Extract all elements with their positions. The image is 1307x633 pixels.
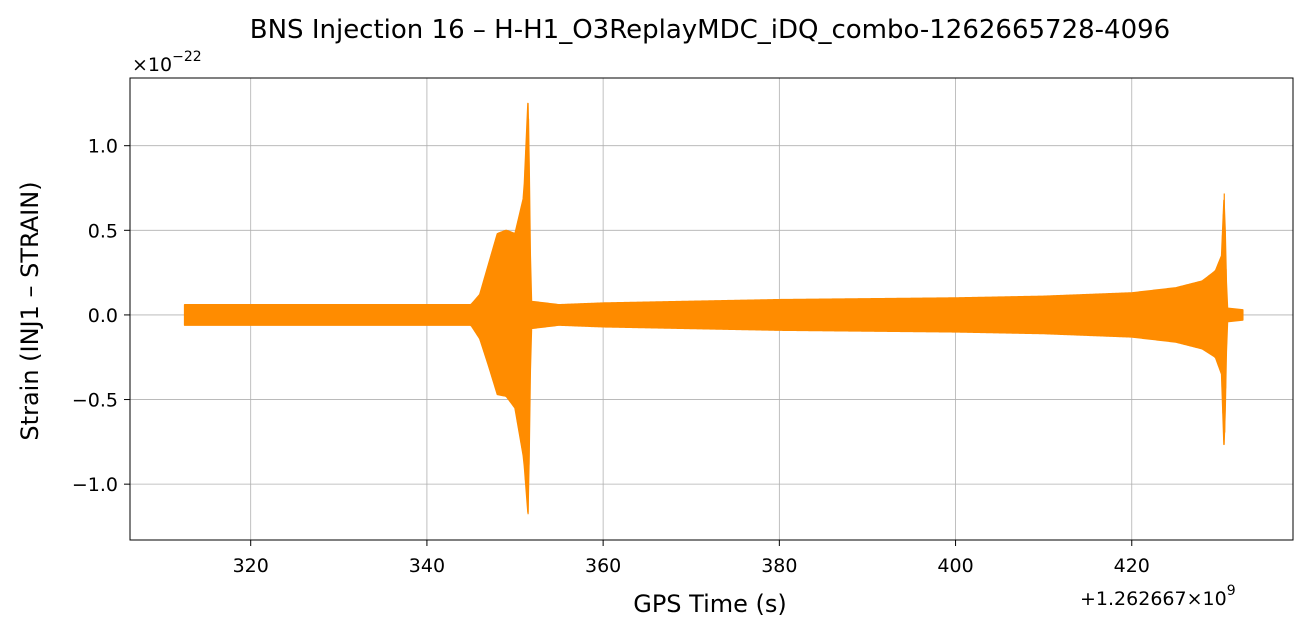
x-tick-label: 340 bbox=[409, 555, 445, 577]
x-tick-label: 320 bbox=[233, 555, 269, 577]
x-tick-label: 420 bbox=[1114, 555, 1150, 577]
x-offset-label: +1.262667×109 bbox=[1080, 583, 1236, 610]
y-axis-label: Strain (INJ1 – STRAIN) bbox=[16, 181, 44, 440]
y-axis: 1.0 0.5 0.0 −0.5 −1.0 bbox=[72, 136, 130, 496]
x-axis: 320 340 360 380 400 420 bbox=[233, 540, 1150, 577]
x-tick-label: 380 bbox=[761, 555, 797, 577]
x-offset-exponent: 9 bbox=[1227, 583, 1236, 599]
y-tick-label: −0.5 bbox=[72, 390, 118, 412]
y-tick-label: −1.0 bbox=[72, 474, 118, 496]
y-tick-label: 0.5 bbox=[88, 220, 118, 242]
x-tick-label: 360 bbox=[585, 555, 621, 577]
y-scale-base: ×10 bbox=[132, 54, 172, 76]
x-offset-base: +1.262667×10 bbox=[1080, 588, 1227, 610]
y-tick-label: 1.0 bbox=[88, 136, 118, 158]
y-tick-label: 0.0 bbox=[88, 305, 118, 327]
x-axis-label: GPS Time (s) bbox=[633, 590, 787, 618]
plot-area bbox=[183, 102, 1244, 515]
y-scale-exponent: −22 bbox=[172, 49, 202, 65]
y-scale-label: ×10−22 bbox=[132, 49, 202, 76]
chart-title: BNS Injection 16 – H-H1_O3ReplayMDC_iDQ_… bbox=[250, 15, 1170, 45]
strain-series-line bbox=[184, 110, 1244, 515]
axes-frame bbox=[129, 77, 1294, 541]
x-tick-label: 400 bbox=[937, 555, 973, 577]
